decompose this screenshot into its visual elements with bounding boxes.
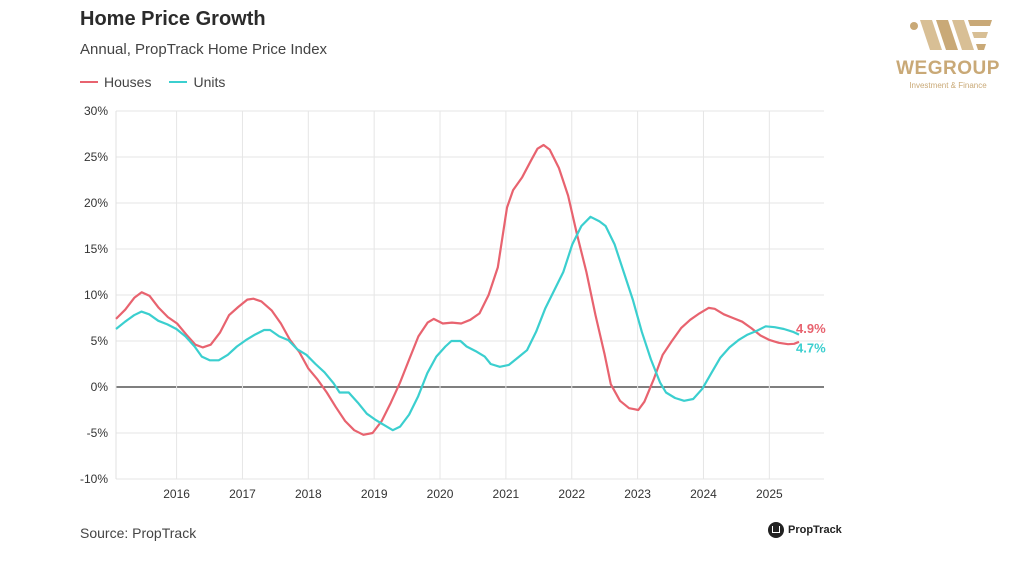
x-tick-label: 2020 (427, 487, 454, 501)
axis-layer: -10% -5% 0% 5% 10% 15% 20% 25% 30% 2016 2017 2018 20… (80, 104, 783, 501)
x-tick-label: 2018 (295, 487, 322, 501)
y-tick-label: 10% (84, 288, 108, 302)
house-icon (768, 522, 784, 538)
y-tick-label: 5% (91, 334, 109, 348)
proptrack-logo: PropTrack (768, 522, 842, 538)
label-layer: 4.9% 4.7% (796, 321, 826, 356)
series-layer (115, 143, 800, 436)
x-tick-label: 2016 (163, 487, 190, 501)
wegroup-logo: WEGROUP Investment & Finance (892, 16, 1004, 96)
x-tick-label: 2024 (690, 487, 717, 501)
legend-swatch-units (169, 81, 188, 83)
legend-item-units: Units (169, 74, 225, 90)
series-line-houses (115, 143, 800, 436)
y-tick-label: 25% (84, 150, 108, 164)
chart-legend: Houses Units (80, 74, 225, 90)
y-tick-label: 20% (84, 196, 108, 210)
y-tick-label: 30% (84, 104, 108, 118)
wegroup-brand: WEGROUP (896, 58, 1000, 79)
source-note: Source: PropTrack (80, 525, 197, 541)
y-tick-label: 0% (91, 380, 109, 394)
legend-swatch-houses (80, 81, 98, 83)
x-tick-label: 2021 (493, 487, 520, 501)
y-tick-label: -10% (80, 472, 108, 486)
x-tick-label: 2017 (229, 487, 256, 501)
legend-label-units: Units (193, 74, 226, 90)
legend-item-houses: Houses (80, 74, 151, 90)
x-tick-label: 2019 (361, 487, 388, 501)
chart-title: Home Price Growth (80, 8, 266, 30)
grid-layer (116, 110, 824, 480)
y-tick-label: -5% (87, 426, 109, 440)
end-label-houses: 4.9% (796, 321, 826, 336)
wegroup-mark-icon (910, 20, 992, 50)
chart-subtitle: Annual, PropTrack Home Price Index (80, 41, 328, 58)
end-label-units: 4.7% (796, 341, 826, 356)
x-tick-label: 2025 (756, 487, 783, 501)
series-line-units (115, 215, 800, 432)
proptrack-logo-text: PropTrack (788, 524, 842, 536)
y-tick-label: 15% (84, 242, 108, 256)
wegroup-tagline: Investment & Finance (909, 81, 987, 90)
x-tick-label: 2022 (558, 487, 585, 501)
legend-label-houses: Houses (104, 74, 152, 90)
x-tick-label: 2023 (624, 487, 651, 501)
